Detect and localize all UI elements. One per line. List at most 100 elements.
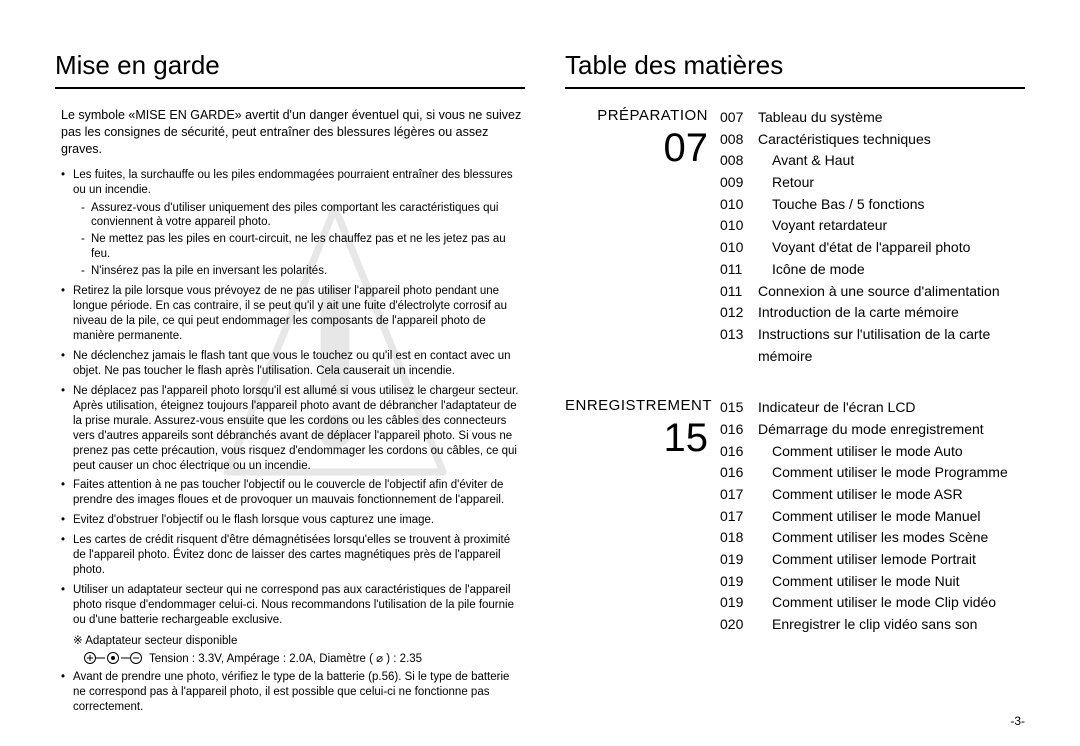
toc-entry-page: 017 <box>720 484 758 506</box>
warning-bullet: Ne déclenchez jamais le flash tant que v… <box>61 349 525 379</box>
toc-entry-page: 020 <box>720 614 758 636</box>
toc-entry-page: 019 <box>720 571 758 593</box>
toc-entry-title: Voyant retardateur <box>758 215 1025 237</box>
toc-section-name: ENREGISTREMENT <box>565 397 708 414</box>
toc-entry: 010Voyant retardateur <box>720 215 1025 237</box>
toc-entry: 017Comment utiliser le mode Manuel <box>720 506 1025 528</box>
toc-entry-page: 010 <box>720 237 758 259</box>
toc-entry-title: Voyant d'état de l'appareil photo <box>758 237 1025 259</box>
toc-entries: 015Indicateur de l'écran LCD016Démarrage… <box>720 397 1025 636</box>
toc-entry-page: 018 <box>720 527 758 549</box>
warning-bullet: Faites attention à ne pas toucher l'obje… <box>61 478 525 508</box>
toc-entry-page: 007 <box>720 107 758 129</box>
toc-entry-page: 008 <box>720 129 758 151</box>
toc-entry-page: 011 <box>720 281 758 303</box>
toc-entry-title: Retour <box>758 172 1025 194</box>
toc-entry: 018Comment utiliser les modes Scène <box>720 527 1025 549</box>
warning-sub-bullet: Ne mettez pas les piles en court-circuit… <box>81 232 525 262</box>
toc-section: ENREGISTREMENT 15 015Indicateur de l'écran… <box>565 397 1025 636</box>
adapter-spec-line: Tension : 3.3V, Ampérage : 2.0A, Diamètr… <box>55 651 525 665</box>
warning-bullet: Retirez la pile lorsque vous prévoyez de… <box>61 284 525 344</box>
warning-bullet: Les fuites, la surchauffe ou les piles e… <box>61 168 525 280</box>
toc-entry: 015Indicateur de l'écran LCD <box>720 397 1025 419</box>
toc-section-label: ENREGISTREMENT 15 <box>565 397 720 636</box>
page-number: -3- <box>1010 714 1025 728</box>
toc-entry: 008Avant & Haut <box>720 150 1025 172</box>
toc-section-number: 07 <box>565 128 708 168</box>
toc-entry-title: Comment utiliser le mode Clip vidéo <box>758 592 1025 614</box>
warning-bullet: Evitez d'obstruer l'objectif ou le flash… <box>61 513 525 528</box>
warning-bullet: Les cartes de crédit risquent d'être dém… <box>61 533 525 578</box>
toc-entry-title: Comment utiliser le mode Auto <box>758 441 1025 463</box>
toc-entry-title: Instructions sur l'utilisation de la car… <box>758 324 1025 367</box>
toc-entry-page: 012 <box>720 302 758 324</box>
toc-entry-title: Comment utiliser le mode ASR <box>758 484 1025 506</box>
toc-heading: Table des matières <box>565 50 1025 89</box>
toc-section-name: PRÉPARATION <box>565 107 708 124</box>
warning-final-bullet: Avant de prendre une photo, vérifiez le … <box>55 670 525 715</box>
toc-entry-title: Comment utiliser le mode Manuel <box>758 506 1025 528</box>
toc-entry: 016Comment utiliser le mode Programme <box>720 462 1025 484</box>
toc-entry: 016Comment utiliser le mode Auto <box>720 441 1025 463</box>
adapter-spec-text: Tension : 3.3V, Ampérage : 2.0A, Diamètr… <box>149 651 422 665</box>
toc-entry-page: 019 <box>720 592 758 614</box>
toc-entry-title: Touche Bas / 5 fonctions <box>758 194 1025 216</box>
toc-body: PRÉPARATION07007Tableau du système008Car… <box>565 107 1025 636</box>
toc-entry: 019Comment utiliser le mode Clip vidéo <box>720 592 1025 614</box>
toc-entry-page: 016 <box>720 462 758 484</box>
adapter-note: ※ Adaptateur secteur disponible <box>55 633 525 647</box>
toc-entry: 016Démarrage du mode enregistrement <box>720 419 1025 441</box>
warning-bullet: Utiliser un adaptateur secteur qui ne co… <box>61 583 525 628</box>
toc-entry-title: Comment utiliser les modes Scène <box>758 527 1025 549</box>
toc-entry: 020Enregistrer le clip vidéo sans son <box>720 614 1025 636</box>
polarity-icon <box>83 651 143 665</box>
toc-entry-title: Avant & Haut <box>758 150 1025 172</box>
toc-entry-page: 010 <box>720 215 758 237</box>
toc-entries: 007Tableau du système008Caractéristiques… <box>720 107 1025 367</box>
toc-entry-page: 009 <box>720 172 758 194</box>
toc-section-label: PRÉPARATION 07 <box>565 107 720 367</box>
toc-entry-page: 019 <box>720 549 758 571</box>
toc-entry-title: Comment utiliser le mode Programme <box>758 462 1025 484</box>
warning-heading: Mise en garde <box>55 50 525 89</box>
toc-entry-page: 016 <box>720 441 758 463</box>
toc-entry-page: 011 <box>720 259 758 281</box>
toc-entry-page: 013 <box>720 324 758 367</box>
toc-entry: 019Comment utiliser le mode Nuit <box>720 571 1025 593</box>
warning-bullet: Ne déplacez pas l'appareil photo lorsqu'… <box>61 384 525 474</box>
toc-entry-page: 017 <box>720 506 758 528</box>
toc-section: PRÉPARATION07007Tableau du système008Car… <box>565 107 1025 367</box>
warning-sub-bullet: N'insérez pas la pile en inversant les p… <box>81 264 525 279</box>
toc-entry: 010Voyant d'état de l'appareil photo <box>720 237 1025 259</box>
toc-entry: 019Comment utiliser lemode Portrait <box>720 549 1025 571</box>
toc-entry: 011Icône de mode <box>720 259 1025 281</box>
toc-entry-title: Tableau du système <box>758 107 1025 129</box>
toc-entry: 011Connexion à une source d'alimentation <box>720 281 1025 303</box>
toc-entry: 007Tableau du système <box>720 107 1025 129</box>
toc-entry: 008Caractéristiques techniques <box>720 129 1025 151</box>
toc-column: Table des matières PRÉPARATION 07 007Table… <box>565 50 1025 716</box>
toc-entry-title: Comment utiliser le mode Nuit <box>758 571 1025 593</box>
toc-entry: 009Retour <box>720 172 1025 194</box>
toc-entry-title: Enregistrer le clip vidéo sans son <box>758 614 1025 636</box>
toc-entry-page: 010 <box>720 194 758 216</box>
toc-entry-title: Connexion à une source d'alimentation <box>758 281 1025 303</box>
toc-entry-title: Icône de mode <box>758 259 1025 281</box>
toc-entry: 012Introduction de la carte mémoire <box>720 302 1025 324</box>
toc-entry-page: 008 <box>720 150 758 172</box>
warning-sub-bullet: Assurez-vous d'utiliser uniquement des p… <box>81 201 525 231</box>
warning-bullet-list: Les fuites, la surchauffe ou les piles e… <box>55 168 525 628</box>
toc-entry-page: 016 <box>720 419 758 441</box>
toc-entry-title: Indicateur de l'écran LCD <box>758 397 1025 419</box>
toc-entry: 010Touche Bas / 5 fonctions <box>720 194 1025 216</box>
toc-entry-title: Introduction de la carte mémoire <box>758 302 1025 324</box>
toc-entry: 013Instructions sur l'utilisation de la … <box>720 324 1025 367</box>
toc-entry-title: Démarrage du mode enregistrement <box>758 419 1025 441</box>
toc-entry-title: Caractéristiques techniques <box>758 129 1025 151</box>
toc-entry: 017Comment utiliser le mode ASR <box>720 484 1025 506</box>
toc-entry-page: 015 <box>720 397 758 419</box>
warning-intro: Le symbole «MISE EN GARDE» avertit d'un … <box>55 107 525 158</box>
warning-column: Mise en garde Le symbole «MISE EN GARDE»… <box>55 50 525 716</box>
toc-section-number: 15 <box>565 418 708 458</box>
toc-entry-title: Comment utiliser lemode Portrait <box>758 549 1025 571</box>
